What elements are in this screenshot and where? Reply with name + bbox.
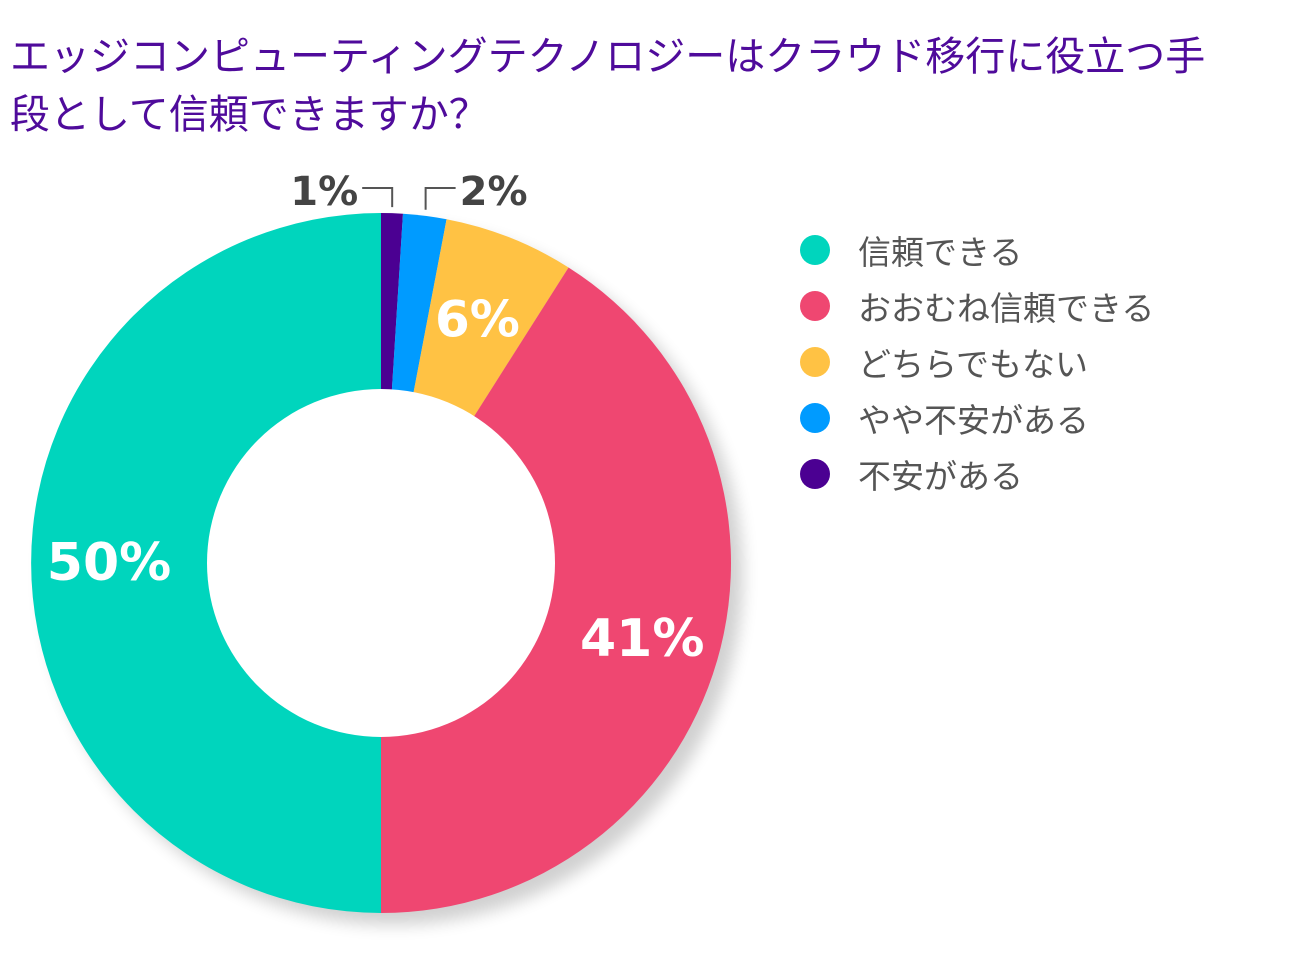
legend-dot-icon [800,347,830,377]
legend-label: どちらでもない [858,345,1089,384]
chart-title: エッジコンピューティングテクノロジーはクラウド移行に役立つ手段として信頼できます… [10,34,1206,138]
legend-dot-icon [800,291,830,321]
legend-dot-icon [800,403,830,433]
data-label-0: 1% [290,169,358,215]
legend-label: おおむね信頼できる [858,289,1155,328]
slice-4 [31,213,382,913]
legend-item: おおむね信頼できる [800,278,1154,334]
legend-item: どちらでもない [800,334,1154,390]
legend-item: 不安がある [800,446,1154,502]
legend-label: やや不安がある [858,401,1089,440]
leader-line-0 [362,187,394,208]
legend: 信頼できるおおむね信頼できる どちらでもない やや不安がある 不安がある [800,222,1154,502]
legend-item: やや不安がある [800,390,1154,446]
donut-hole [207,389,555,737]
data-label-4: 50% [47,533,171,593]
data-label-2: 6% [435,290,520,348]
legend-dot-icon [800,235,830,265]
data-label-3: 41% [580,609,704,669]
legend-item: 信頼できる [800,222,1154,278]
legend-label: 不安がある [858,457,1023,496]
legend-label: 信頼できる [858,233,1023,272]
legend-dot-icon [800,459,830,489]
leader-line-1 [424,187,456,210]
data-label-1: 2% [460,169,528,215]
